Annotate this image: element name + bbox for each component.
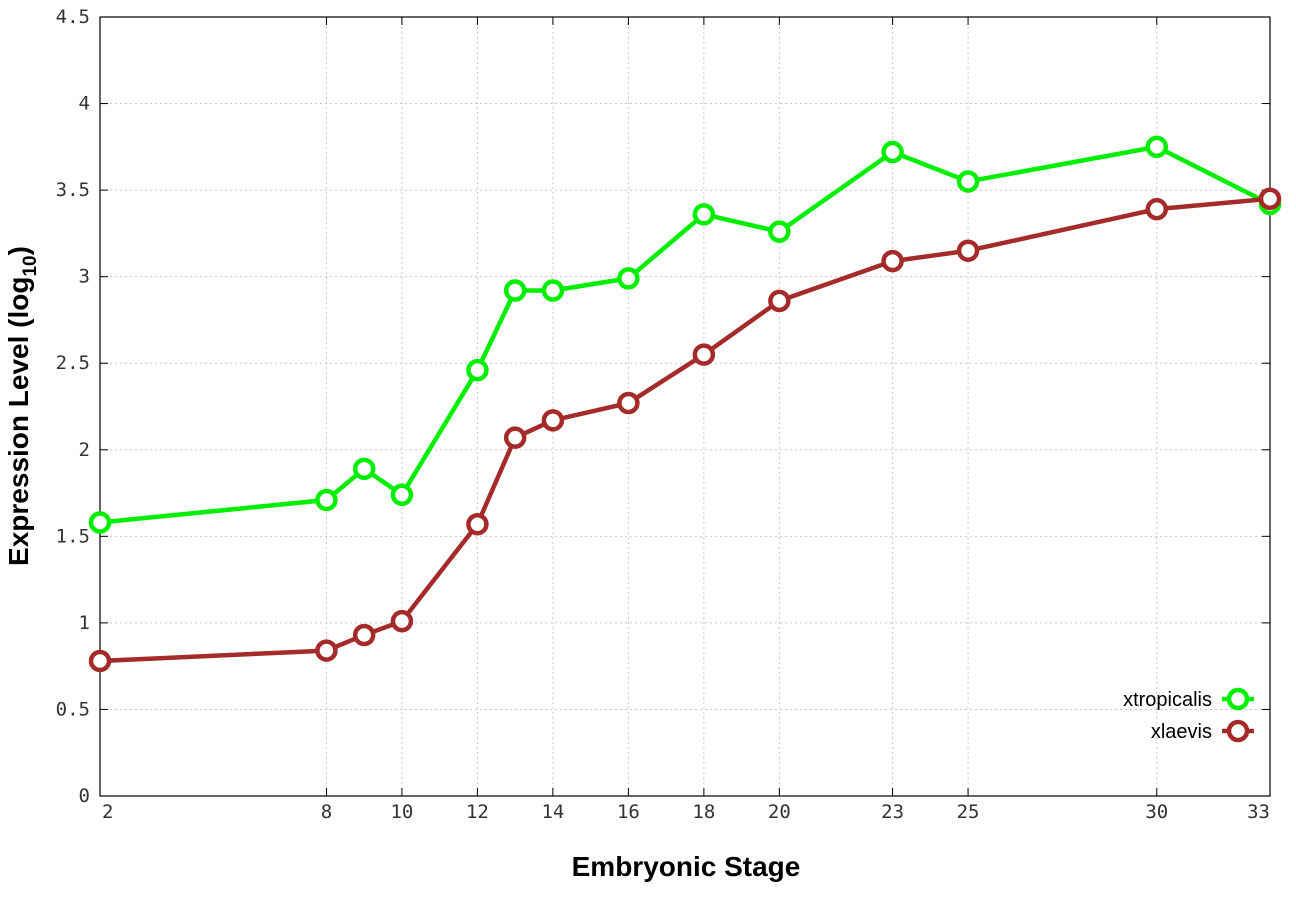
series-xtropicalis — [88, 135, 1282, 534]
y-tick-label: 2 — [79, 439, 90, 461]
series-group — [88, 135, 1282, 673]
legend-item-xlaevis: xlaevis — [1151, 719, 1254, 743]
y-tick-label: 2.5 — [56, 352, 90, 374]
data-point-xtropicalis — [503, 279, 527, 302]
y-axis-title-subscript: 10 — [20, 255, 41, 276]
y-axis-title: Expression Level (log10) — [3, 246, 41, 566]
x-tick-label: 12 — [466, 801, 489, 823]
plot-frame — [99, 16, 1271, 797]
data-point-xtropicalis — [768, 220, 791, 243]
data-point-xtropicalis — [617, 267, 640, 290]
data-point-xlaevis — [956, 239, 980, 262]
data-point-xtropicalis — [390, 483, 414, 507]
y-tick-label: 1.5 — [56, 525, 90, 547]
data-point-xtropicalis — [352, 457, 376, 481]
data-point-xlaevis — [1145, 197, 1169, 221]
data-point-xlaevis — [352, 623, 376, 647]
y-axis-title-close: ) — [3, 246, 34, 255]
data-point-xtropicalis — [466, 358, 489, 382]
y-axis-title-main: Expression Level (log — [3, 277, 34, 566]
data-point-xtropicalis — [956, 170, 980, 193]
data-point-xlaevis — [768, 289, 791, 313]
x-tick-label: 23 — [881, 801, 904, 823]
data-point-xtropicalis — [1145, 135, 1169, 159]
data-point-xtropicalis — [541, 279, 565, 302]
series-line-xlaevis — [99, 196, 1271, 664]
legend-marker — [1226, 687, 1250, 711]
axis-ticks: 0 0.5 1 1.5 2 2.5 3 3.5 4 4.5 2 8 10 12 14 16 18 20 23 25 30… — [56, 6, 1271, 823]
data-point-xlaevis — [1258, 187, 1282, 211]
x-tick-label: 25 — [957, 801, 980, 823]
legend-label: xlaevis — [1151, 721, 1212, 743]
data-point-xtropicalis — [692, 203, 716, 226]
legend-marker — [1226, 719, 1250, 743]
data-point-xtropicalis — [315, 488, 338, 512]
y-tick-label: 0 — [79, 785, 90, 807]
data-point-xlaevis — [881, 249, 904, 273]
y-tick-label: 3.5 — [56, 179, 90, 201]
x-tick-label: 18 — [692, 801, 715, 823]
x-tick-label: 14 — [541, 801, 564, 823]
y-tick-label: 4 — [79, 93, 90, 115]
data-point-xlaevis — [541, 409, 565, 432]
legend-item-xtropicalis: xtropicalis — [1123, 687, 1254, 711]
x-tick-label: 16 — [617, 801, 640, 823]
series-line-xtropicalis — [99, 144, 1272, 525]
x-axis-title: Embryonic Stage — [572, 851, 801, 882]
grid — [100, 17, 1270, 796]
data-point-xlaevis — [466, 512, 489, 536]
data-point-xtropicalis — [881, 140, 904, 164]
x-tick-label: 10 — [390, 801, 413, 823]
legend: xtropicalis xlaevis — [1123, 687, 1254, 743]
y-tick-label: 3 — [79, 266, 90, 288]
y-tick-label: 1 — [79, 612, 90, 634]
x-tick-label: 30 — [1145, 801, 1168, 823]
data-point-xlaevis — [617, 391, 640, 415]
data-point-xlaevis — [503, 426, 527, 449]
x-tick-label: 20 — [768, 801, 791, 823]
x-tick-label: 2 — [102, 801, 113, 823]
data-point-xlaevis — [88, 649, 112, 673]
x-tick-label: 8 — [321, 801, 332, 823]
legend-label: xtropicalis — [1123, 689, 1212, 711]
data-point-xtropicalis — [88, 511, 112, 534]
data-point-xlaevis — [315, 639, 338, 662]
data-point-xlaevis — [692, 343, 716, 366]
y-tick-label: 4.5 — [56, 6, 90, 28]
series-xlaevis — [88, 187, 1282, 673]
data-point-xlaevis — [390, 609, 414, 633]
x-tick-label: 33 — [1247, 801, 1270, 823]
y-tick-label: 0.5 — [56, 698, 90, 720]
